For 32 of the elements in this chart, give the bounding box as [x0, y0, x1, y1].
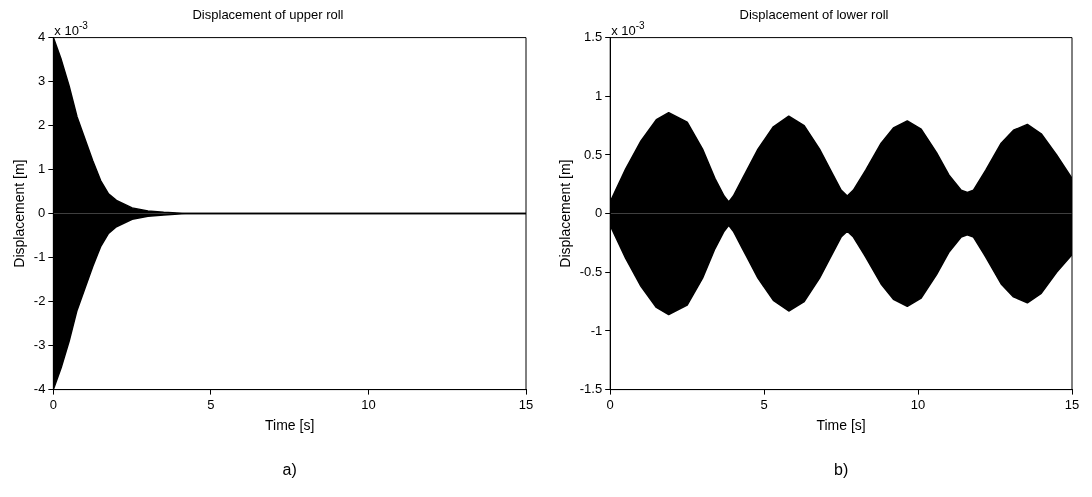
y-tick-label: 1 — [594, 87, 603, 103]
x-tick-label: 10 — [910, 396, 926, 412]
x-tick-label: 0 — [49, 396, 57, 412]
y-tick-label: 2 — [38, 117, 46, 133]
y-tick-label: -1.5 — [579, 381, 603, 397]
y-tick-label: -1 — [33, 249, 46, 265]
x-tick-label: 0 — [606, 396, 614, 412]
y-tick-label: 3 — [38, 73, 46, 89]
x-tick-label: 10 — [361, 396, 376, 412]
x-axis-title: Time [s] — [265, 417, 315, 434]
y-tick-label: -1 — [590, 322, 603, 338]
x-tick-label: 5 — [760, 396, 768, 412]
y-tick-label: -2 — [33, 293, 46, 309]
y-tick-label: 0.5 — [584, 146, 603, 162]
chart-title: Displacement of lower roll — [739, 7, 889, 23]
y-tick-label: -0.5 — [579, 263, 603, 279]
y-tick-label: -4 — [33, 381, 46, 397]
text: b) — [833, 461, 849, 478]
x-tick-label: 15 — [518, 396, 534, 412]
y-tick-label: 0 — [38, 205, 46, 221]
y-axis-title: Displacement [m] — [11, 159, 28, 268]
y-tick-label: -3 — [33, 337, 46, 353]
x-tick-label: 5 — [207, 396, 215, 412]
x-tick-label: 15 — [1064, 396, 1080, 412]
y-tick-label: 1 — [38, 161, 46, 177]
y-axis-title: Displacement [m] — [557, 159, 574, 268]
y-tick-label: 4 — [38, 29, 46, 45]
chart-title: Displacement of upper roll — [192, 7, 344, 23]
y-tick-label: 1.5 — [584, 29, 603, 45]
y-tick-label: 0 — [594, 205, 603, 221]
x-axis-title: Time [s] — [816, 417, 866, 434]
text: a) — [282, 461, 297, 478]
